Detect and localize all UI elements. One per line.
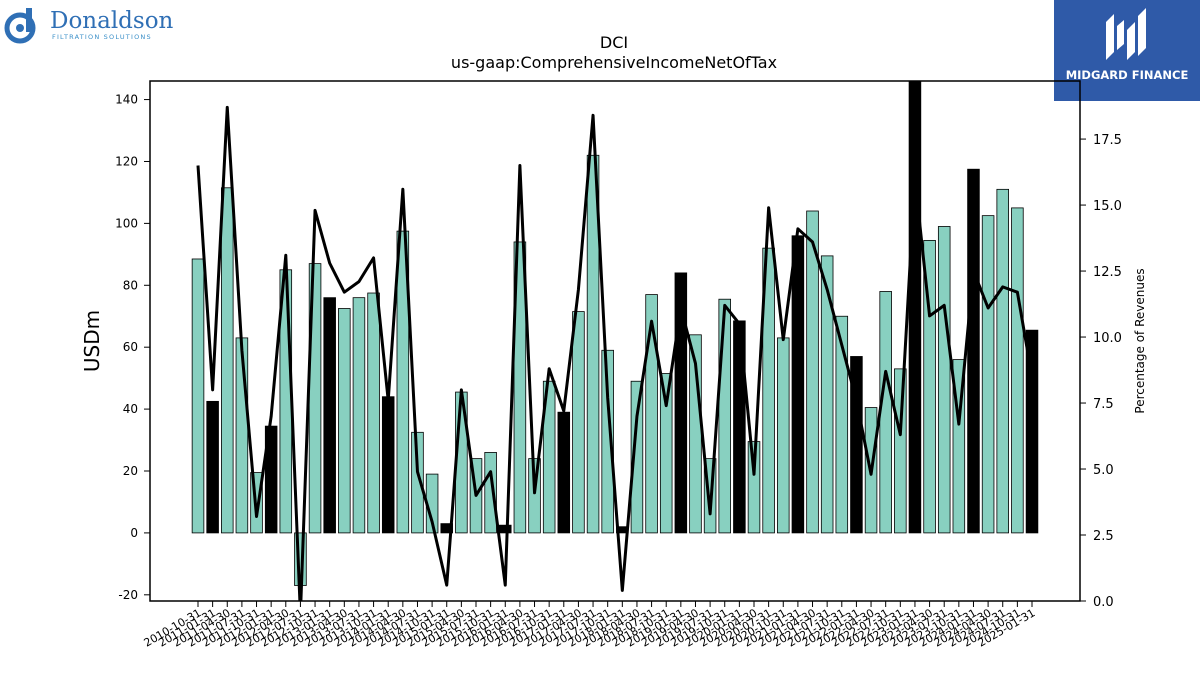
y-tick-label: 120 [115,154,138,168]
y-tick-label: 60 [123,340,138,354]
donaldson-logo: Donaldson FILTRATION SOLUTIONS [4,4,174,46]
y2-tick-label: 2.5 [1093,529,1114,544]
bar-2024-04-30 [981,215,995,534]
bar-2023-01-31 [908,80,922,534]
right-axis: 0.0 2.5 5.0 7.5 10.0 12.5 15.0 17.5 [1080,133,1122,610]
y2-tick-label: 15.0 [1093,199,1122,214]
bar-2013-04-30 [338,308,351,534]
donaldson-brand-text: Donaldson [50,8,174,34]
bar-2021-10-31 [835,315,849,534]
y-tick-label: -20 [118,588,138,602]
midgard-brand-text: MIDGARD FINANCE [1065,68,1189,82]
y2-tick-label: 0.0 [1093,595,1114,610]
y-tick-label: 20 [123,464,138,478]
bar-2015-10-31 [484,452,497,534]
y2-tick-label: 17.5 [1093,133,1122,148]
bar-2020-10-31 [777,337,790,534]
chart-subtitle: us-gaap:ComprehensiveIncomeNetOfTax [451,53,777,72]
bar-2021-04-30 [806,210,819,534]
bar-2014-01-31 [381,396,395,534]
bar-2019-10-31 [718,298,731,534]
bar-2020-01-31 [733,320,746,534]
bar-2011-04-30 [221,187,234,534]
bar-2013-07-31 [352,297,366,534]
bar-2024-10-31 [1011,207,1024,534]
midgard-logo: MIDGARD FINANCE [1054,0,1200,101]
y-tick-label: 40 [123,402,138,416]
bar-2010-10-31 [191,258,205,534]
bar-2020-04-30 [747,441,761,534]
left-axis: -20 0 20 40 60 80 100 120 140 [115,93,150,602]
chart-title: DCI [600,33,628,52]
bar-2011-01-31 [206,400,219,534]
bar-2022-10-31 [894,368,907,534]
bar-2015-01-31 [440,523,453,534]
y2-tick-label: 10.0 [1093,331,1122,346]
bar-2017-10-31 [601,349,614,534]
bar-2021-07-31 [820,255,834,534]
y2-axis-label: Percentage of Revenues [1133,268,1147,413]
bar-2024-01-31 [967,168,980,534]
bar-2024-07-31 [996,188,1009,534]
bar-2023-10-31 [952,359,966,534]
y-tick-label: 0 [130,526,138,540]
bar-2017-07-31 [586,154,600,534]
bar-2016-04-30 [513,241,527,534]
bar-2016-07-31 [528,458,541,534]
bar-2022-01-31 [850,356,863,534]
y-axis-label: USDm [80,310,104,372]
bar-2018-07-31 [645,294,658,534]
midgard-emblem-icon [1106,8,1146,60]
bar-2014-04-30 [396,230,410,534]
bar-2023-04-30 [923,239,936,534]
bar-2020-07-31 [762,247,775,534]
donaldson-emblem-icon [4,8,36,44]
donaldson-sub-text: FILTRATION SOLUTIONS [52,33,152,41]
y-tick-label: 140 [115,93,138,107]
y-tick-label: 80 [123,278,138,292]
x-axis: 2010-10-312011-01-312011-04-302011-07-31… [142,601,1038,650]
y2-tick-label: 12.5 [1093,265,1122,280]
percentage-of-revenues-line [196,105,1034,601]
bar-2019-01-31 [674,272,688,534]
bar-2017-04-30 [572,311,585,534]
bar-2018-04-30 [630,380,644,534]
bar-2023-07-31 [937,226,951,534]
y2-tick-label: 5.0 [1093,463,1114,478]
bar-2013-01-31 [323,297,336,534]
bar-2016-01-31 [499,524,512,534]
bar-2021-01-31 [791,235,805,534]
bar-2014-07-31 [411,431,424,534]
plot-frame [149,80,1081,602]
y-tick-label: 100 [115,216,138,230]
bar-2025-01-31 [1025,329,1039,534]
bar-2017-01-31 [557,411,571,534]
bar-2018-10-31 [659,373,673,534]
bar-2013-10-31 [367,292,380,534]
line-series [196,105,1034,601]
bar-2022-07-31 [879,291,892,534]
y2-tick-label: 7.5 [1093,397,1114,412]
